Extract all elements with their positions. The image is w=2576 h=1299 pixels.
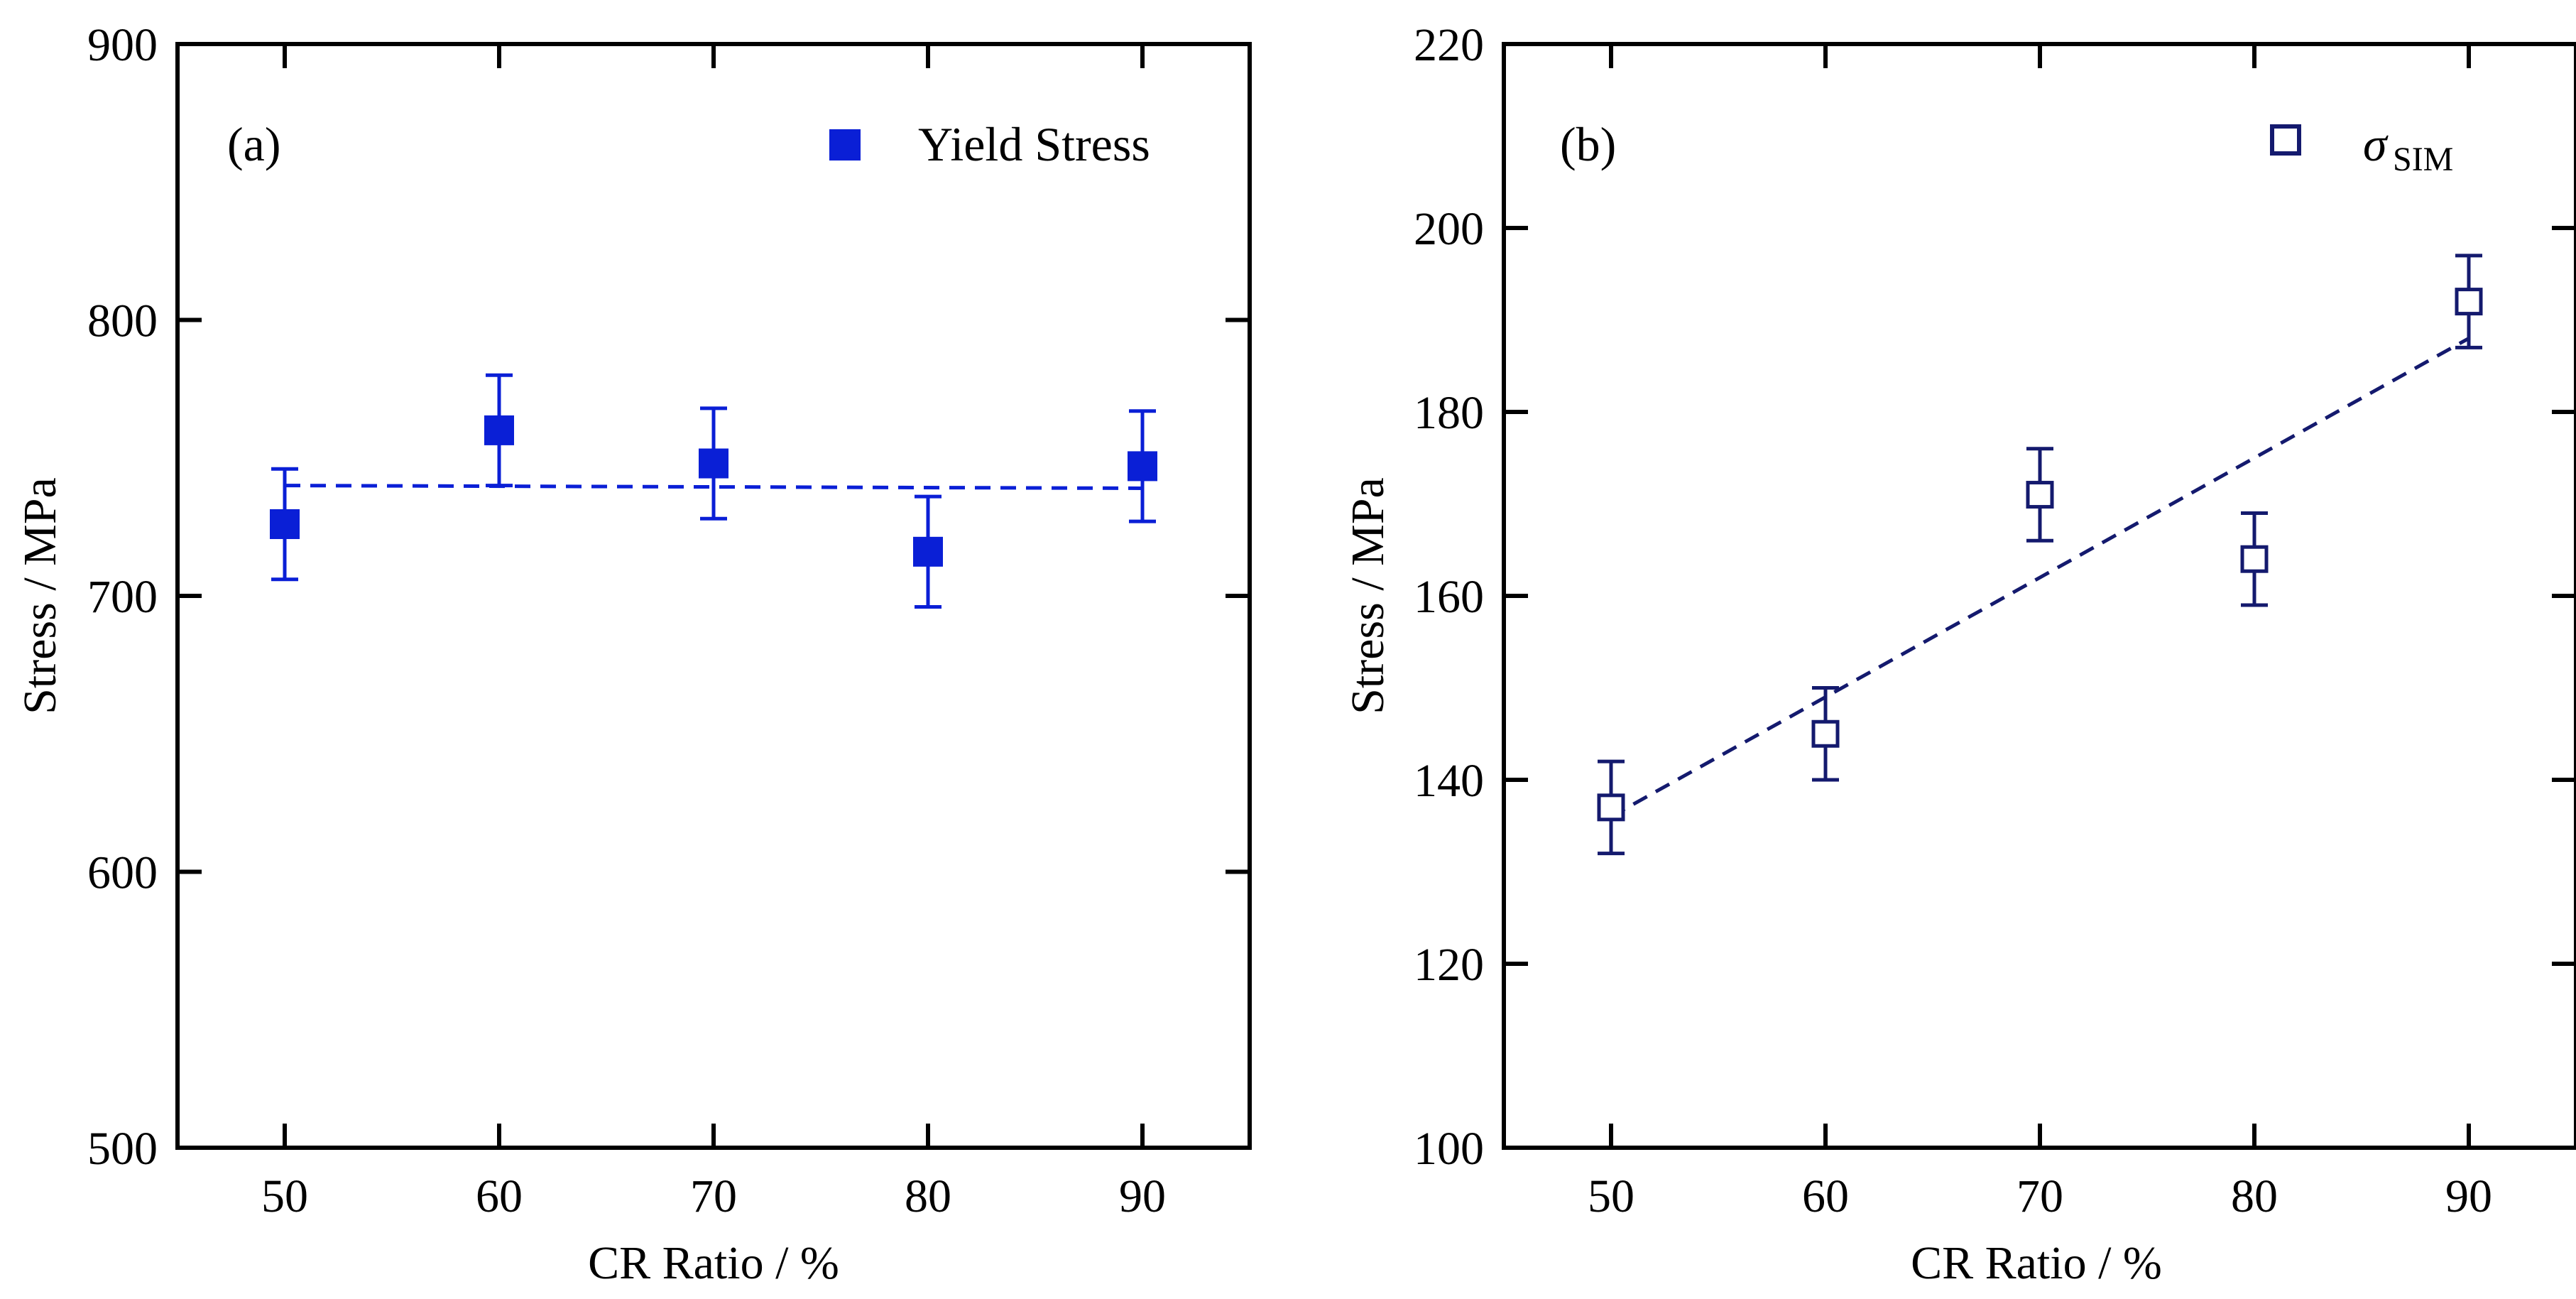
x-tick-label-a: 80	[905, 1170, 951, 1222]
legend-label-yield-stress: Yield Stress	[918, 117, 1150, 171]
fit-line-a	[284, 484, 1143, 490]
x-tick-label-a: 70	[690, 1170, 737, 1222]
y-tick-label-b: 120	[1414, 939, 1484, 991]
x-tick-label-b: 60	[1802, 1170, 1849, 1222]
legend-label-sigma: σ	[2363, 117, 2389, 171]
x-tick-label-b: 70	[2016, 1170, 2063, 1222]
y-tick-label-b: 100	[1414, 1123, 1484, 1175]
legend-marker-yield-stress	[829, 129, 861, 161]
legend-a: Yield Stress	[829, 117, 1150, 171]
x-tick-label-b: 80	[2231, 1170, 2278, 1222]
fit-line-b	[1610, 337, 2470, 818]
data-point-a	[484, 415, 514, 445]
x-tick-label-a: 90	[1119, 1170, 1166, 1222]
legend-marker-sigma-sim	[2270, 124, 2301, 156]
y-tick-label-b: 180	[1414, 387, 1484, 439]
y-tick-label-b: 140	[1414, 755, 1484, 807]
legend-label-subscript: SIM	[2393, 141, 2453, 178]
x-tick-label-b: 50	[1588, 1170, 1634, 1222]
y-tick-label-b: 160	[1414, 571, 1484, 623]
y-tick-label-a: 900	[87, 19, 158, 71]
y-tick-label-a: 800	[87, 295, 158, 347]
data-point-b	[1811, 719, 1840, 748]
x-tick-label-b: 90	[2445, 1170, 2492, 1222]
data-point-b	[1597, 793, 1625, 822]
data-point-a	[1128, 451, 1157, 482]
data-point-a	[270, 509, 300, 539]
plot-frame-b	[1502, 42, 2576, 1150]
plot-frame-a	[175, 42, 1252, 1150]
x-axis-label-a: CR Ratio / %	[588, 1237, 839, 1289]
y-tick-label-a: 500	[87, 1123, 158, 1175]
x-tick-label-a: 60	[476, 1170, 523, 1222]
legend-b: σ SIM	[2270, 117, 2453, 178]
y-axis-label-b: Stress / MPa	[1342, 477, 1394, 714]
x-axis-label-b: CR Ratio / %	[1911, 1237, 2162, 1289]
y-tick-label-a: 600	[87, 847, 158, 899]
x-tick-label-a: 50	[261, 1170, 308, 1222]
y-tick-label-b: 220	[1414, 19, 1484, 71]
data-point-a	[699, 448, 728, 479]
y-axis-label-a: Stress / MPa	[14, 477, 66, 714]
data-point-a	[913, 536, 943, 567]
data-point-b	[2026, 481, 2054, 509]
y-tick-label-b: 200	[1414, 203, 1484, 255]
data-point-b	[2455, 288, 2483, 316]
panel-b: (b) CR Ratio / % Stress / MPa σ SIM 50 60…	[1342, 19, 2576, 1289]
data-point-b	[2240, 545, 2269, 573]
panel-a: (a) CR Ratio / % Stress / MPa Yield Stre…	[14, 19, 1252, 1289]
panel-label-a: (a)	[227, 117, 280, 171]
panel-label-b: (b)	[1560, 117, 1616, 171]
y-tick-label-a: 700	[87, 571, 158, 623]
